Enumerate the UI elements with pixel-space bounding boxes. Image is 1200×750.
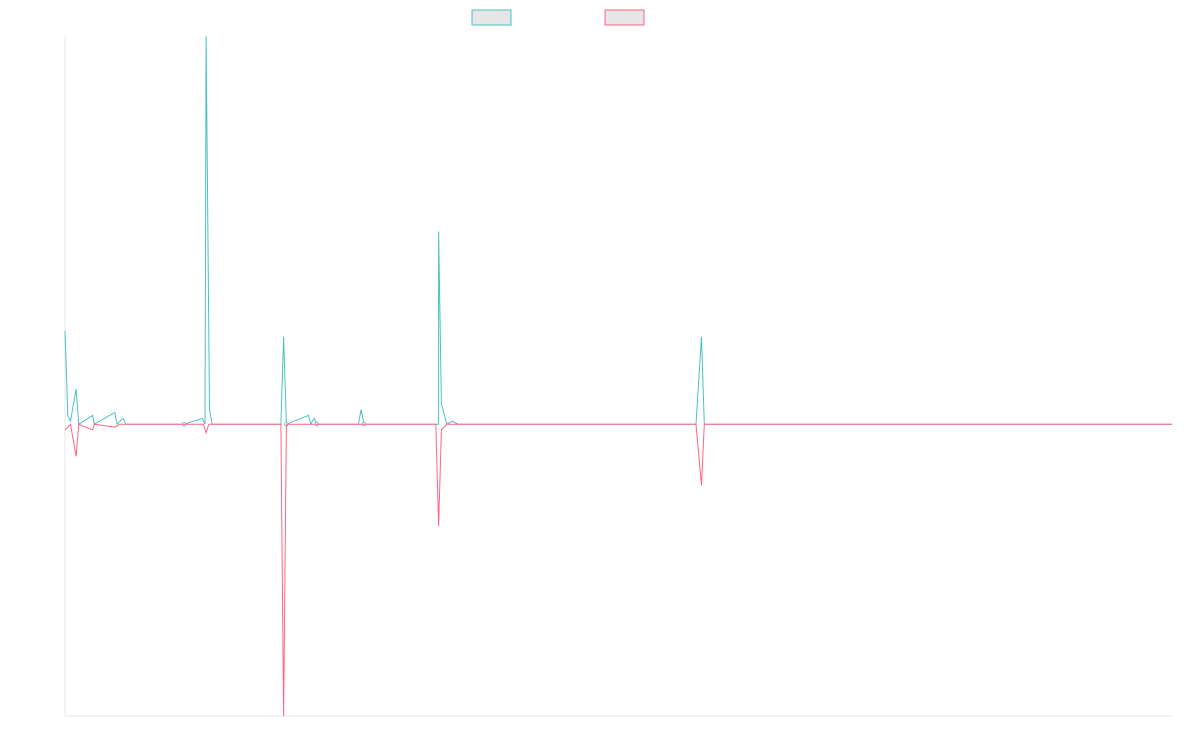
series-lines [64, 35, 1172, 717]
series-line-1 [64, 35, 1172, 426]
legend-swatch-1 [471, 9, 512, 26]
series-line-2 [64, 423, 1172, 717]
legend-swatch-2 [604, 9, 645, 26]
axes [64, 36, 1172, 717]
legend [471, 9, 645, 26]
